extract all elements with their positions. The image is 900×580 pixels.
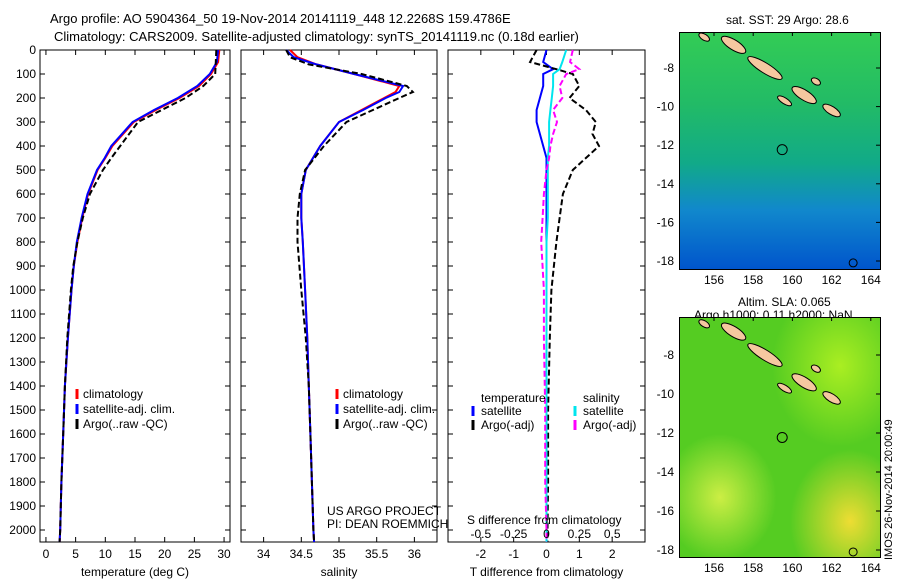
x-tick-label: 10 (99, 547, 113, 561)
y-tick-label: 600 (16, 187, 36, 201)
map1-title: sat. SST: 29 Argo: 28.6 (726, 13, 849, 27)
series-line-s-satellite (545, 49, 568, 542)
x2-tick-label: -0.5 (470, 527, 491, 541)
legend-header-temperature: temperature (481, 391, 546, 405)
x-tick-label: -1 (508, 547, 519, 561)
x2-axis-label: S difference from climatology (467, 513, 622, 527)
series-line-s-argo-adj- (540, 49, 582, 542)
x-tick-label: 34 (257, 547, 271, 561)
annotation-text: PI: DEAN ROEMMICH (327, 517, 448, 531)
x-tick-label: 0 (43, 547, 50, 561)
title-line-1: Argo profile: AO 5904364_50 19-Nov-2014 … (50, 11, 511, 26)
y-tick-label: 1600 (9, 427, 36, 441)
y-tick-label: 500 (16, 163, 36, 177)
y-tick-label: 900 (16, 259, 36, 273)
y-tick-label: 1200 (9, 331, 36, 345)
legend-label: Argo(..raw -QC) (83, 417, 168, 431)
y-tick-label: 1300 (9, 355, 36, 369)
x2-tick-label: 0 (543, 527, 550, 541)
y-tick-label: 1400 (9, 379, 36, 393)
y-tick-label: 200 (16, 91, 36, 105)
series-line-argo-raw-qc- (58, 49, 218, 543)
sla-map[interactable] (679, 317, 881, 558)
sst-map[interactable] (679, 32, 881, 270)
x-tick-label: 35.5 (365, 547, 389, 561)
x-tick-label: 25 (188, 547, 202, 561)
x-tick-label: 0 (543, 547, 550, 561)
panel-0-frame (39, 49, 231, 543)
legend-header-salinity: salinity (583, 391, 620, 405)
panel-1-frame (240, 49, 438, 543)
x-tick-label: 30 (217, 547, 231, 561)
y-tick-label: 0 (29, 43, 36, 57)
legend-label: Argo(-adj) (583, 418, 636, 432)
y-tick-label: 1800 (9, 475, 36, 489)
legend-label: satellite-adj. clim. (83, 402, 175, 416)
y-tick-label: 1700 (9, 451, 36, 465)
y-tick-label: 700 (16, 211, 36, 225)
map2-title-1: Altim. SLA: 0.065 (738, 295, 831, 309)
series-line-argo-raw-qc- (285, 49, 415, 543)
x-tick-label: 35 (332, 547, 346, 561)
series-line-t-satellite (535, 49, 556, 542)
y-tick-label: 800 (16, 235, 36, 249)
series-line-t-argo-adj- (528, 49, 601, 542)
x-axis-label: T difference from climatology (470, 565, 624, 579)
timestamp-footer: IMOS 26-Nov-2014 20:00:49 (883, 419, 895, 560)
x2-tick-label: 0.5 (604, 527, 621, 541)
y-tick-label: 400 (16, 139, 36, 153)
legend-label: climatology (83, 387, 143, 401)
y-tick-label: 2000 (9, 523, 36, 537)
series-line-satellite-adj-clim- (58, 49, 220, 543)
x-tick-label: 5 (72, 547, 79, 561)
legend-label: Argo(-adj) (481, 418, 534, 432)
y-tick-label: 1500 (9, 403, 36, 417)
x2-tick-label: 0.25 (568, 527, 592, 541)
y-tick-label: 300 (16, 115, 36, 129)
x-tick-label: -2 (475, 547, 486, 561)
x-tick-label: 2 (609, 547, 616, 561)
annotation-text: US ARGO PROJECT (327, 504, 442, 518)
title-line-2: Climatology: CARS2009. Satellite-adjuste… (54, 29, 579, 44)
x-tick-label: 34.5 (290, 547, 314, 561)
x-tick-label: 15 (128, 547, 142, 561)
legend-label: satellite (583, 404, 624, 418)
y-tick-label: 100 (16, 67, 36, 81)
legend-label: satellite (481, 404, 522, 418)
y-tick-label: 1000 (9, 283, 36, 297)
x-axis-label: temperature (deg C) (81, 565, 189, 579)
series-line-climatology (58, 49, 221, 543)
legend-label: satellite-adj. clim. (343, 402, 435, 416)
x-tick-label: 36 (408, 547, 422, 561)
x-axis-label: salinity (321, 565, 358, 579)
legend-label: climatology (343, 387, 403, 401)
x-tick-label: 1 (576, 547, 583, 561)
legend-label: Argo(..raw -QC) (343, 417, 428, 431)
y-tick-label: 1100 (10, 307, 36, 321)
y-tick-label: 1900 (9, 499, 36, 513)
x2-tick-label: -0.25 (500, 527, 528, 541)
x-tick-label: 20 (158, 547, 172, 561)
